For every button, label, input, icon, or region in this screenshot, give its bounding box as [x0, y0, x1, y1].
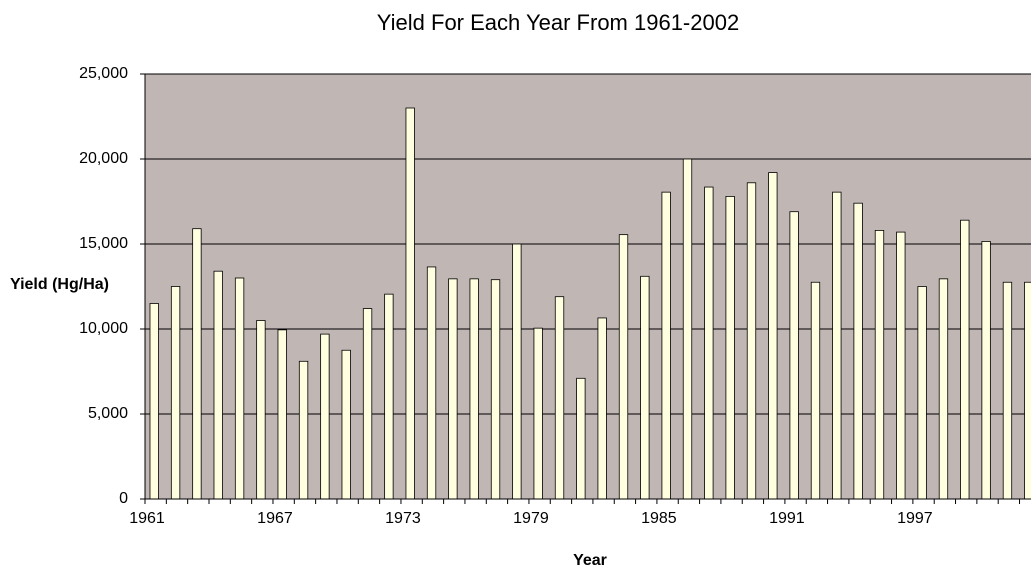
bar [746, 182, 757, 500]
bar [384, 293, 394, 500]
bar [533, 327, 543, 500]
bar [490, 279, 501, 500]
bar [704, 186, 714, 500]
bar [149, 303, 159, 500]
bar [789, 211, 799, 500]
bar [576, 377, 586, 500]
bar [640, 275, 650, 500]
bar [832, 191, 842, 500]
bar [213, 270, 223, 500]
bar [938, 278, 949, 500]
x-tick-label: 1961 [129, 510, 165, 527]
bar [512, 243, 522, 500]
bar [448, 278, 458, 500]
bar [725, 195, 735, 500]
bar [981, 241, 991, 500]
bar [170, 286, 181, 500]
bar [810, 281, 821, 500]
bar [362, 308, 373, 500]
bar [234, 277, 245, 500]
bar [341, 349, 351, 500]
bar [554, 296, 565, 500]
bar [618, 234, 629, 500]
bar [277, 329, 287, 500]
y-tick-label: 15,000 [79, 235, 128, 252]
x-tick-label: 1979 [513, 510, 549, 527]
bar [682, 158, 693, 500]
bar [405, 107, 415, 500]
bar [661, 191, 671, 500]
bar [256, 320, 266, 500]
bar [426, 266, 437, 500]
bar [320, 333, 330, 500]
bar [469, 278, 479, 500]
x-tick-label: 1973 [385, 510, 421, 527]
bar [298, 360, 309, 500]
bar [192, 228, 202, 500]
bar [896, 231, 906, 500]
y-tick-label: 20,000 [79, 150, 128, 167]
bar [960, 219, 970, 500]
bar [853, 202, 863, 500]
x-axis-label: Year [573, 552, 607, 569]
y-tick-label: 25,000 [79, 65, 128, 82]
bar [917, 286, 927, 500]
x-tick-label: 1967 [257, 510, 293, 527]
x-tick-label: 1991 [769, 510, 805, 527]
bar [768, 172, 778, 500]
x-tick-label: 1985 [641, 510, 677, 527]
y-tick-label: 0 [119, 490, 128, 507]
bar [1024, 281, 1031, 500]
y-axis-label: Yield (Hg/Ha) [10, 276, 109, 293]
y-tick-label: 5,000 [88, 405, 128, 422]
bar [1002, 281, 1013, 500]
bar [597, 317, 607, 500]
bar [874, 229, 885, 500]
x-tick-label: 1997 [897, 510, 933, 527]
chart-title: Yield For Each Year From 1961-2002 [377, 10, 739, 35]
y-tick-label: 10,000 [79, 320, 128, 337]
